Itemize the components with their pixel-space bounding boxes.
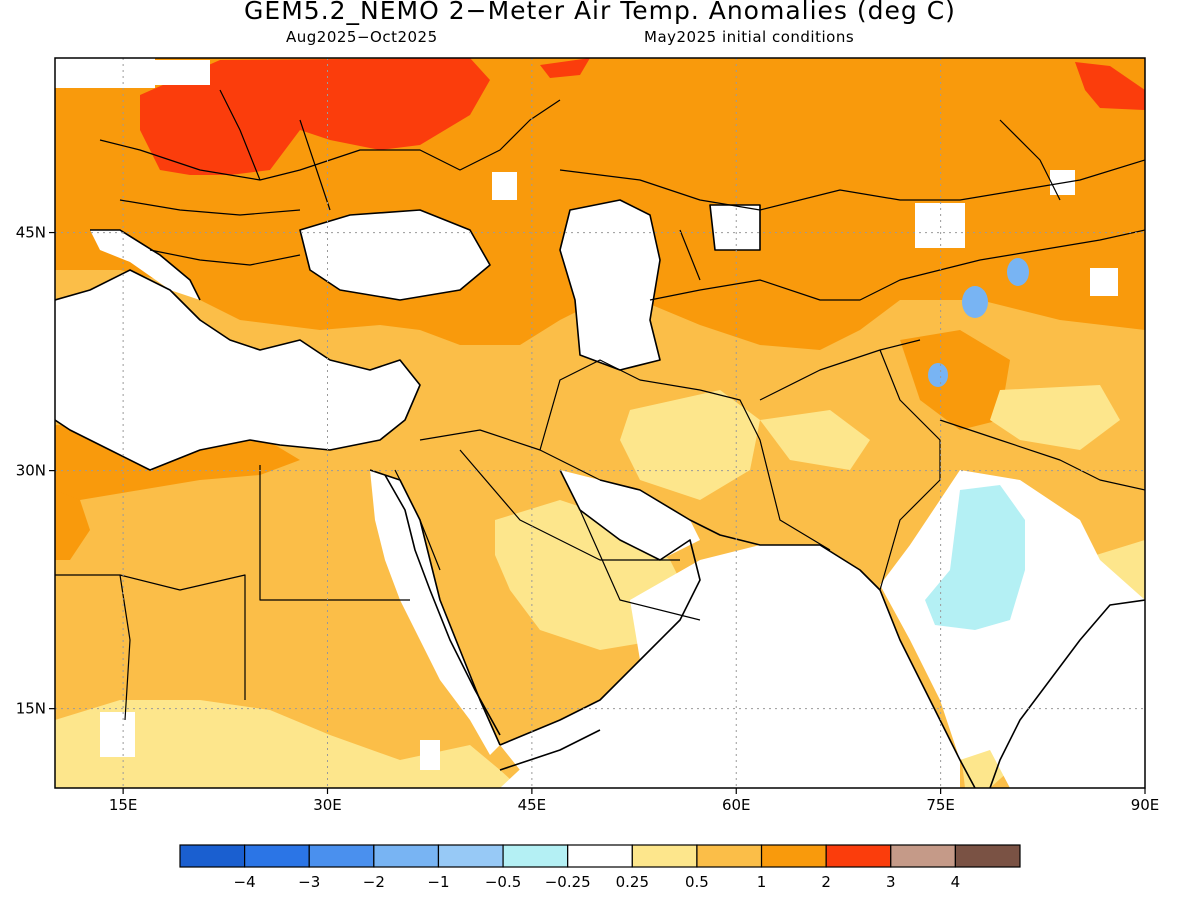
initial-conditions: May2025 initial conditions (644, 28, 855, 46)
country-borders (55, 89, 1145, 721)
colorbar-swatch (954, 844, 1021, 868)
balkhash-lake (915, 203, 965, 248)
lon-tick-label: 45E (518, 796, 547, 814)
lat-tick-label: 30N (16, 462, 46, 480)
colorbar-label: −1 (427, 873, 449, 891)
colorbar-swatch (373, 844, 440, 868)
baltic-gap (55, 58, 155, 88)
black-sea-coast (299, 209, 491, 301)
colorbar-swatch (825, 844, 892, 868)
arabia-coast (499, 469, 701, 746)
colorbar-label: −4 (234, 873, 256, 891)
anomaly-region-strong-africa-west (55, 490, 90, 560)
chart-title: GEM5.2_NEMO 2−Meter Air Temp. Anomalies … (244, 0, 956, 25)
lon-tick-label: 15E (109, 796, 138, 814)
persian-gulf (560, 470, 700, 560)
lon-tick-label: 90E (1131, 796, 1160, 814)
mediterranean-sea (55, 270, 420, 470)
cool-cell-tienshan-1 (962, 286, 988, 318)
arabian-sea (500, 545, 960, 788)
neutral-region-india (880, 470, 1145, 788)
colorbar-label: 0.5 (685, 873, 709, 891)
colorbar-swatch (502, 844, 569, 868)
colorbar-swatch (437, 844, 504, 868)
colorbar-label: 1 (757, 873, 767, 891)
colorbar-label: 2 (821, 873, 831, 891)
forecast-period: Aug2025−Oct2025 (286, 28, 438, 46)
colorbar-swatch (631, 844, 698, 868)
anomaly-region-weak-iran (620, 390, 760, 500)
africa-mask-2 (420, 740, 440, 770)
colorbar-swatch (308, 844, 375, 868)
anomaly-region-strong-kashmir (900, 330, 1010, 430)
map-frame (54, 57, 1146, 789)
cool-region-india (925, 485, 1025, 630)
lon-tick-label: 75E (926, 796, 955, 814)
caspian-coast (559, 199, 661, 371)
lon-tick-label: 30E (313, 796, 342, 814)
red-sea-coast-e (384, 474, 501, 736)
lake-mask-2 (1090, 268, 1118, 296)
colorbar-label: −3 (298, 873, 320, 891)
colorbar-swatch (890, 844, 956, 868)
iran-coast (599, 479, 881, 591)
cool-cell-tienshan-2 (1007, 258, 1029, 286)
aral-coast (709, 204, 761, 251)
axis-ticks (49, 231, 1146, 794)
colorbar-swatch (567, 844, 633, 868)
adriatic-sea (90, 230, 200, 300)
india-coast (879, 589, 976, 788)
colorbar-swatch (179, 844, 246, 868)
colorbar-label: −0.5 (485, 873, 521, 891)
anomaly-region-very-strong-north (540, 58, 590, 78)
lon-tick-label: 60E (722, 796, 751, 814)
north-masked (150, 60, 210, 85)
anomaly-region-very-strong-siberia (1075, 62, 1145, 110)
axis-labels: 15E 30E 45E 60E 75E 90E 45N 30N 15N (16, 224, 1160, 814)
lat-tick-label: 45N (16, 224, 46, 242)
colorbar-swatch (244, 844, 310, 868)
colorbar-swatch (760, 844, 827, 868)
black-sea (300, 210, 490, 300)
colorbar-label: 4 (951, 873, 961, 891)
africa-mask-1 (100, 712, 135, 757)
anomaly-region-weak-tibet (990, 385, 1120, 450)
india-east-coast (989, 599, 1145, 788)
lat-tick-label: 15N (16, 700, 46, 718)
aral-sea (710, 205, 760, 250)
cool-cell-karakoram (928, 363, 948, 387)
colorbar-label: −2 (363, 873, 385, 891)
red-sea (370, 470, 500, 755)
caspian-sea (560, 200, 660, 370)
gulf-of-aden (500, 700, 620, 770)
anomaly-region-weak-afghanistan (760, 410, 870, 470)
colorbar-label: 3 (886, 873, 896, 891)
colorbar-legend: −4 −3 −2 −1 −0.5 −0.25 0.25 0.5 1 2 3 4 (179, 844, 1021, 891)
colorbar-label: 0.25 (616, 873, 649, 891)
anomaly-region-very-strong-europe (140, 58, 490, 175)
colorbar-swatch (696, 844, 763, 868)
anomaly-region-weak-africa-south (55, 700, 520, 788)
lake-mask-1 (492, 172, 517, 200)
adriatic-coast (90, 229, 201, 301)
graticule (55, 58, 1145, 788)
med-coast (55, 269, 421, 471)
africa-horn-coast (499, 729, 601, 771)
colorbar-label: −0.25 (545, 873, 591, 891)
